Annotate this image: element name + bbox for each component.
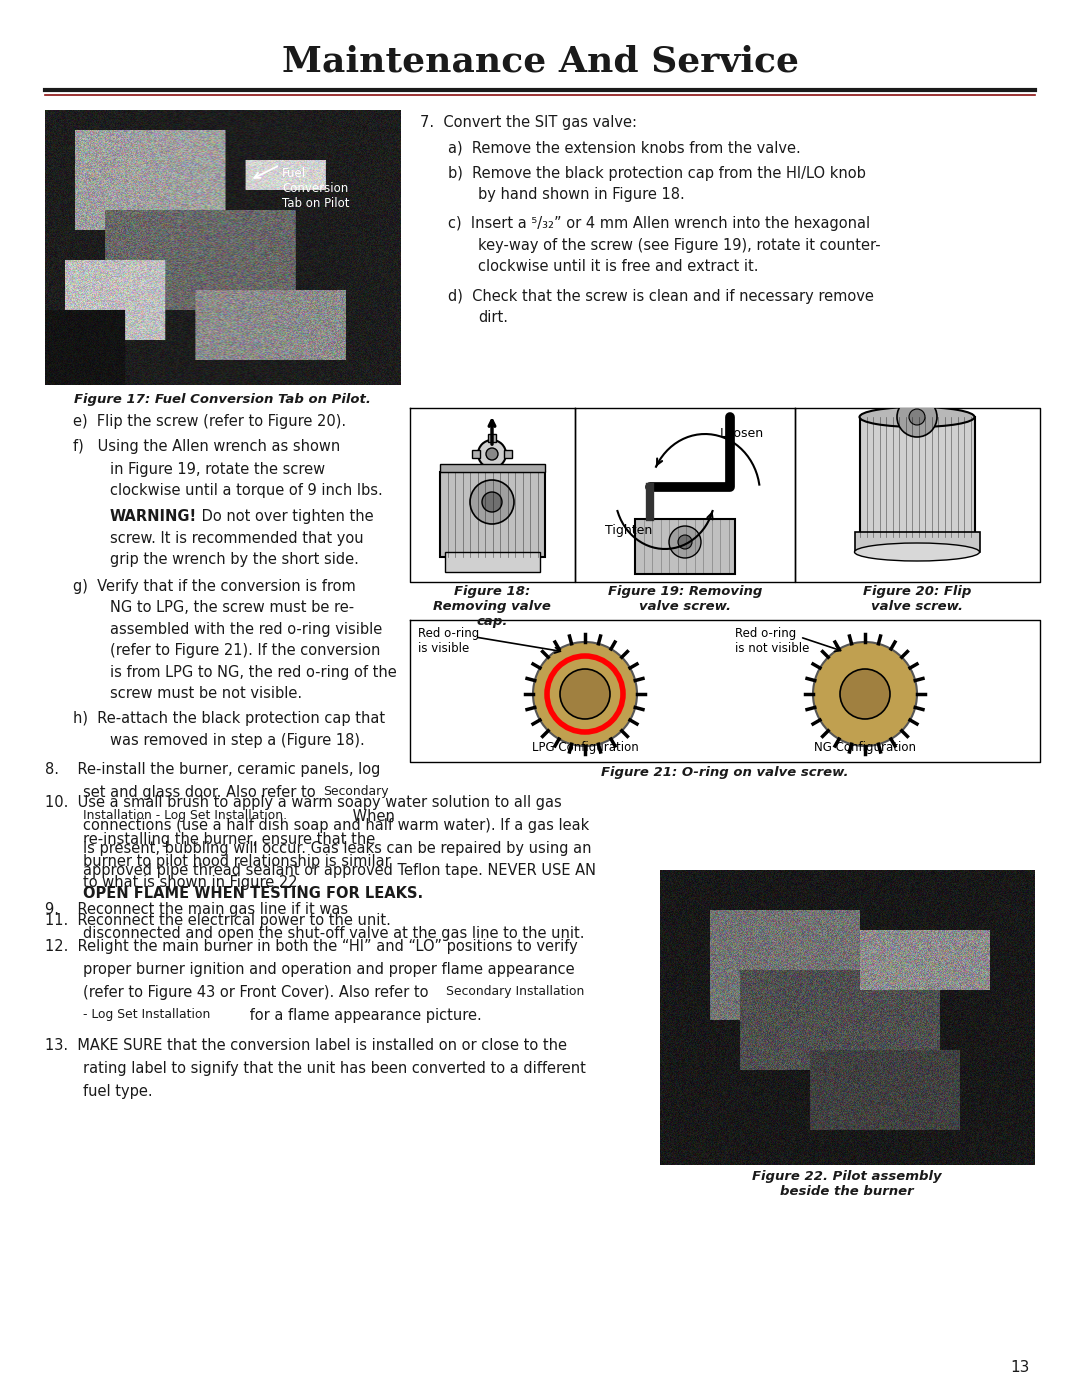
Circle shape <box>897 397 937 437</box>
Text: Red o-ring
is not visible: Red o-ring is not visible <box>735 627 809 655</box>
Ellipse shape <box>860 407 974 427</box>
Text: by hand shown in Figure 18.: by hand shown in Figure 18. <box>478 187 685 203</box>
Text: screw must be not visible.: screw must be not visible. <box>110 686 302 701</box>
Text: f)   Using the Allen wrench as shown: f) Using the Allen wrench as shown <box>73 439 340 454</box>
Text: Do not over tighten the: Do not over tighten the <box>197 509 374 524</box>
Text: h)  Re-attach the black protection cap that: h) Re-attach the black protection cap th… <box>73 711 386 726</box>
Text: dirt.: dirt. <box>478 310 508 326</box>
Text: 13: 13 <box>1011 1361 1030 1375</box>
Text: grip the wrench by the short side.: grip the wrench by the short side. <box>110 552 359 567</box>
Text: Figure 20: Flip
valve screw.: Figure 20: Flip valve screw. <box>863 585 971 613</box>
Text: 12.  Relight the main burner in both the “HI” and “LO” positions to verify: 12. Relight the main burner in both the … <box>45 939 578 954</box>
Text: NG Configuration: NG Configuration <box>814 740 916 754</box>
Text: 9.    Reconnect the main gas line if it was: 9. Reconnect the main gas line if it was <box>45 902 348 918</box>
Text: proper burner ignition and operation and proper flame appearance: proper burner ignition and operation and… <box>83 963 575 977</box>
Bar <box>488 467 496 474</box>
Circle shape <box>669 527 701 557</box>
Circle shape <box>678 535 692 549</box>
Bar <box>445 552 540 571</box>
Text: Figure 19: Removing
valve screw.: Figure 19: Removing valve screw. <box>608 585 762 613</box>
Text: g)  Verify that if the conversion is from: g) Verify that if the conversion is from <box>73 578 355 594</box>
Text: Figure 17: Fuel Conversion Tab on Pilot.: Figure 17: Fuel Conversion Tab on Pilot. <box>73 393 370 407</box>
Text: - Log Set Installation: - Log Set Installation <box>83 1007 211 1021</box>
Text: Figure 21: O-ring on valve screw.: Figure 21: O-ring on valve screw. <box>602 766 849 780</box>
Text: connections (use a half dish soap and half warm water). If a gas leak: connections (use a half dish soap and ha… <box>83 817 590 833</box>
Text: rating label to signify that the unit has been converted to a different: rating label to signify that the unit ha… <box>83 1060 585 1076</box>
Text: 10.  Use a small brush to apply a warm soapy water solution to all gas: 10. Use a small brush to apply a warm so… <box>45 795 562 810</box>
Circle shape <box>478 440 507 468</box>
Text: LPG Configuration: LPG Configuration <box>531 740 638 754</box>
Text: fuel type.: fuel type. <box>83 1084 152 1099</box>
Text: Figure 18:
Removing valve
cap.: Figure 18: Removing valve cap. <box>433 585 551 629</box>
Text: clockwise until it is free and extract it.: clockwise until it is free and extract i… <box>478 260 758 274</box>
Bar <box>855 532 980 552</box>
Circle shape <box>840 669 890 719</box>
Circle shape <box>470 481 514 524</box>
Bar <box>440 472 545 557</box>
Bar <box>440 464 545 472</box>
Text: screw. It is recommended that you: screw. It is recommended that you <box>110 531 364 546</box>
Text: 7.  Convert the SIT gas valve:: 7. Convert the SIT gas valve: <box>420 115 637 130</box>
Text: Secondary Installation: Secondary Installation <box>446 985 584 997</box>
Bar <box>860 416 975 536</box>
Text: in Figure 19, rotate the screw: in Figure 19, rotate the screw <box>110 462 325 476</box>
Text: b)  Remove the black protection cap from the HI/LO knob: b) Remove the black protection cap from … <box>448 166 866 180</box>
Bar <box>504 450 512 458</box>
Text: Fuel
Conversion
Tab on Pilot: Fuel Conversion Tab on Pilot <box>282 168 350 210</box>
Text: Tighten: Tighten <box>605 524 652 536</box>
Circle shape <box>482 492 502 511</box>
Text: a)  Remove the extension knobs from the valve.: a) Remove the extension knobs from the v… <box>448 140 800 155</box>
Text: c)  Insert a ⁵/₃₂” or 4 mm Allen wrench into the hexagonal: c) Insert a ⁵/₃₂” or 4 mm Allen wrench i… <box>448 217 870 232</box>
Circle shape <box>561 669 610 719</box>
Text: key-way of the screw (see Figure 19), rotate it counter-: key-way of the screw (see Figure 19), ro… <box>478 237 880 253</box>
Text: is present, bubbling will occur. Gas leaks can be repaired by using an: is present, bubbling will occur. Gas lea… <box>83 841 592 855</box>
Ellipse shape <box>854 543 980 562</box>
Text: When: When <box>348 809 395 824</box>
Bar <box>635 520 735 574</box>
Circle shape <box>486 448 498 460</box>
Text: re-installing the burner, ensure that the: re-installing the burner, ensure that th… <box>83 833 375 847</box>
Text: 8.    Re-install the burner, ceramic panels, log: 8. Re-install the burner, ceramic panels… <box>45 763 380 777</box>
Text: assembled with the red o-ring visible: assembled with the red o-ring visible <box>110 622 382 637</box>
Text: 11.  Reconnect the electrical power to the unit.: 11. Reconnect the electrical power to th… <box>45 912 391 928</box>
Text: set and glass door. Also refer to: set and glass door. Also refer to <box>83 785 321 800</box>
Text: burner to pilot hood relationship is similar: burner to pilot hood relationship is sim… <box>83 854 391 869</box>
Text: is from LPG to NG, the red o-ring of the: is from LPG to NG, the red o-ring of the <box>110 665 396 679</box>
Text: was removed in step a (Figure 18).: was removed in step a (Figure 18). <box>110 733 365 747</box>
Text: e)  Flip the screw (refer to Figure 20).: e) Flip the screw (refer to Figure 20). <box>73 414 346 429</box>
Text: d)  Check that the screw is clean and if necessary remove: d) Check that the screw is clean and if … <box>448 289 874 303</box>
Text: Maintenance And Service: Maintenance And Service <box>282 45 798 80</box>
Text: (refer to Figure 21). If the conversion: (refer to Figure 21). If the conversion <box>110 643 380 658</box>
Text: WARNING!: WARNING! <box>110 509 198 524</box>
Text: Figure 22. Pilot assembly
beside the burner: Figure 22. Pilot assembly beside the bur… <box>752 1171 942 1199</box>
Circle shape <box>813 643 917 746</box>
Text: clockwise until a torque of 9 inch lbs.: clockwise until a torque of 9 inch lbs. <box>110 483 382 499</box>
Text: NG to LPG, the screw must be re-: NG to LPG, the screw must be re- <box>110 601 354 615</box>
Text: Loosen: Loosen <box>720 427 765 440</box>
Bar <box>472 450 480 458</box>
Circle shape <box>534 643 637 746</box>
Text: Secondary: Secondary <box>323 785 389 799</box>
Text: Installation - Log Set Installation.: Installation - Log Set Installation. <box>83 809 287 821</box>
Text: disconnected and open the shut-off valve at the gas line to the unit.: disconnected and open the shut-off valve… <box>83 926 584 940</box>
Text: Red o-ring
is visible: Red o-ring is visible <box>418 627 480 655</box>
Text: (refer to Figure 43 or Front Cover). Also refer to: (refer to Figure 43 or Front Cover). Als… <box>83 985 433 1000</box>
Text: OPEN FLAME WHEN TESTING FOR LEAKS.: OPEN FLAME WHEN TESTING FOR LEAKS. <box>83 886 423 901</box>
Text: 13.  MAKE SURE that the conversion label is installed on or close to the: 13. MAKE SURE that the conversion label … <box>45 1038 567 1053</box>
Text: for a flame appearance picture.: for a flame appearance picture. <box>245 1007 482 1023</box>
Text: approved pipe thread sealant or approved Teflon tape. NEVER USE AN: approved pipe thread sealant or approved… <box>83 863 596 879</box>
Text: to what is shown in Figure 22.: to what is shown in Figure 22. <box>83 875 302 890</box>
Circle shape <box>909 409 924 425</box>
Bar <box>488 434 496 441</box>
